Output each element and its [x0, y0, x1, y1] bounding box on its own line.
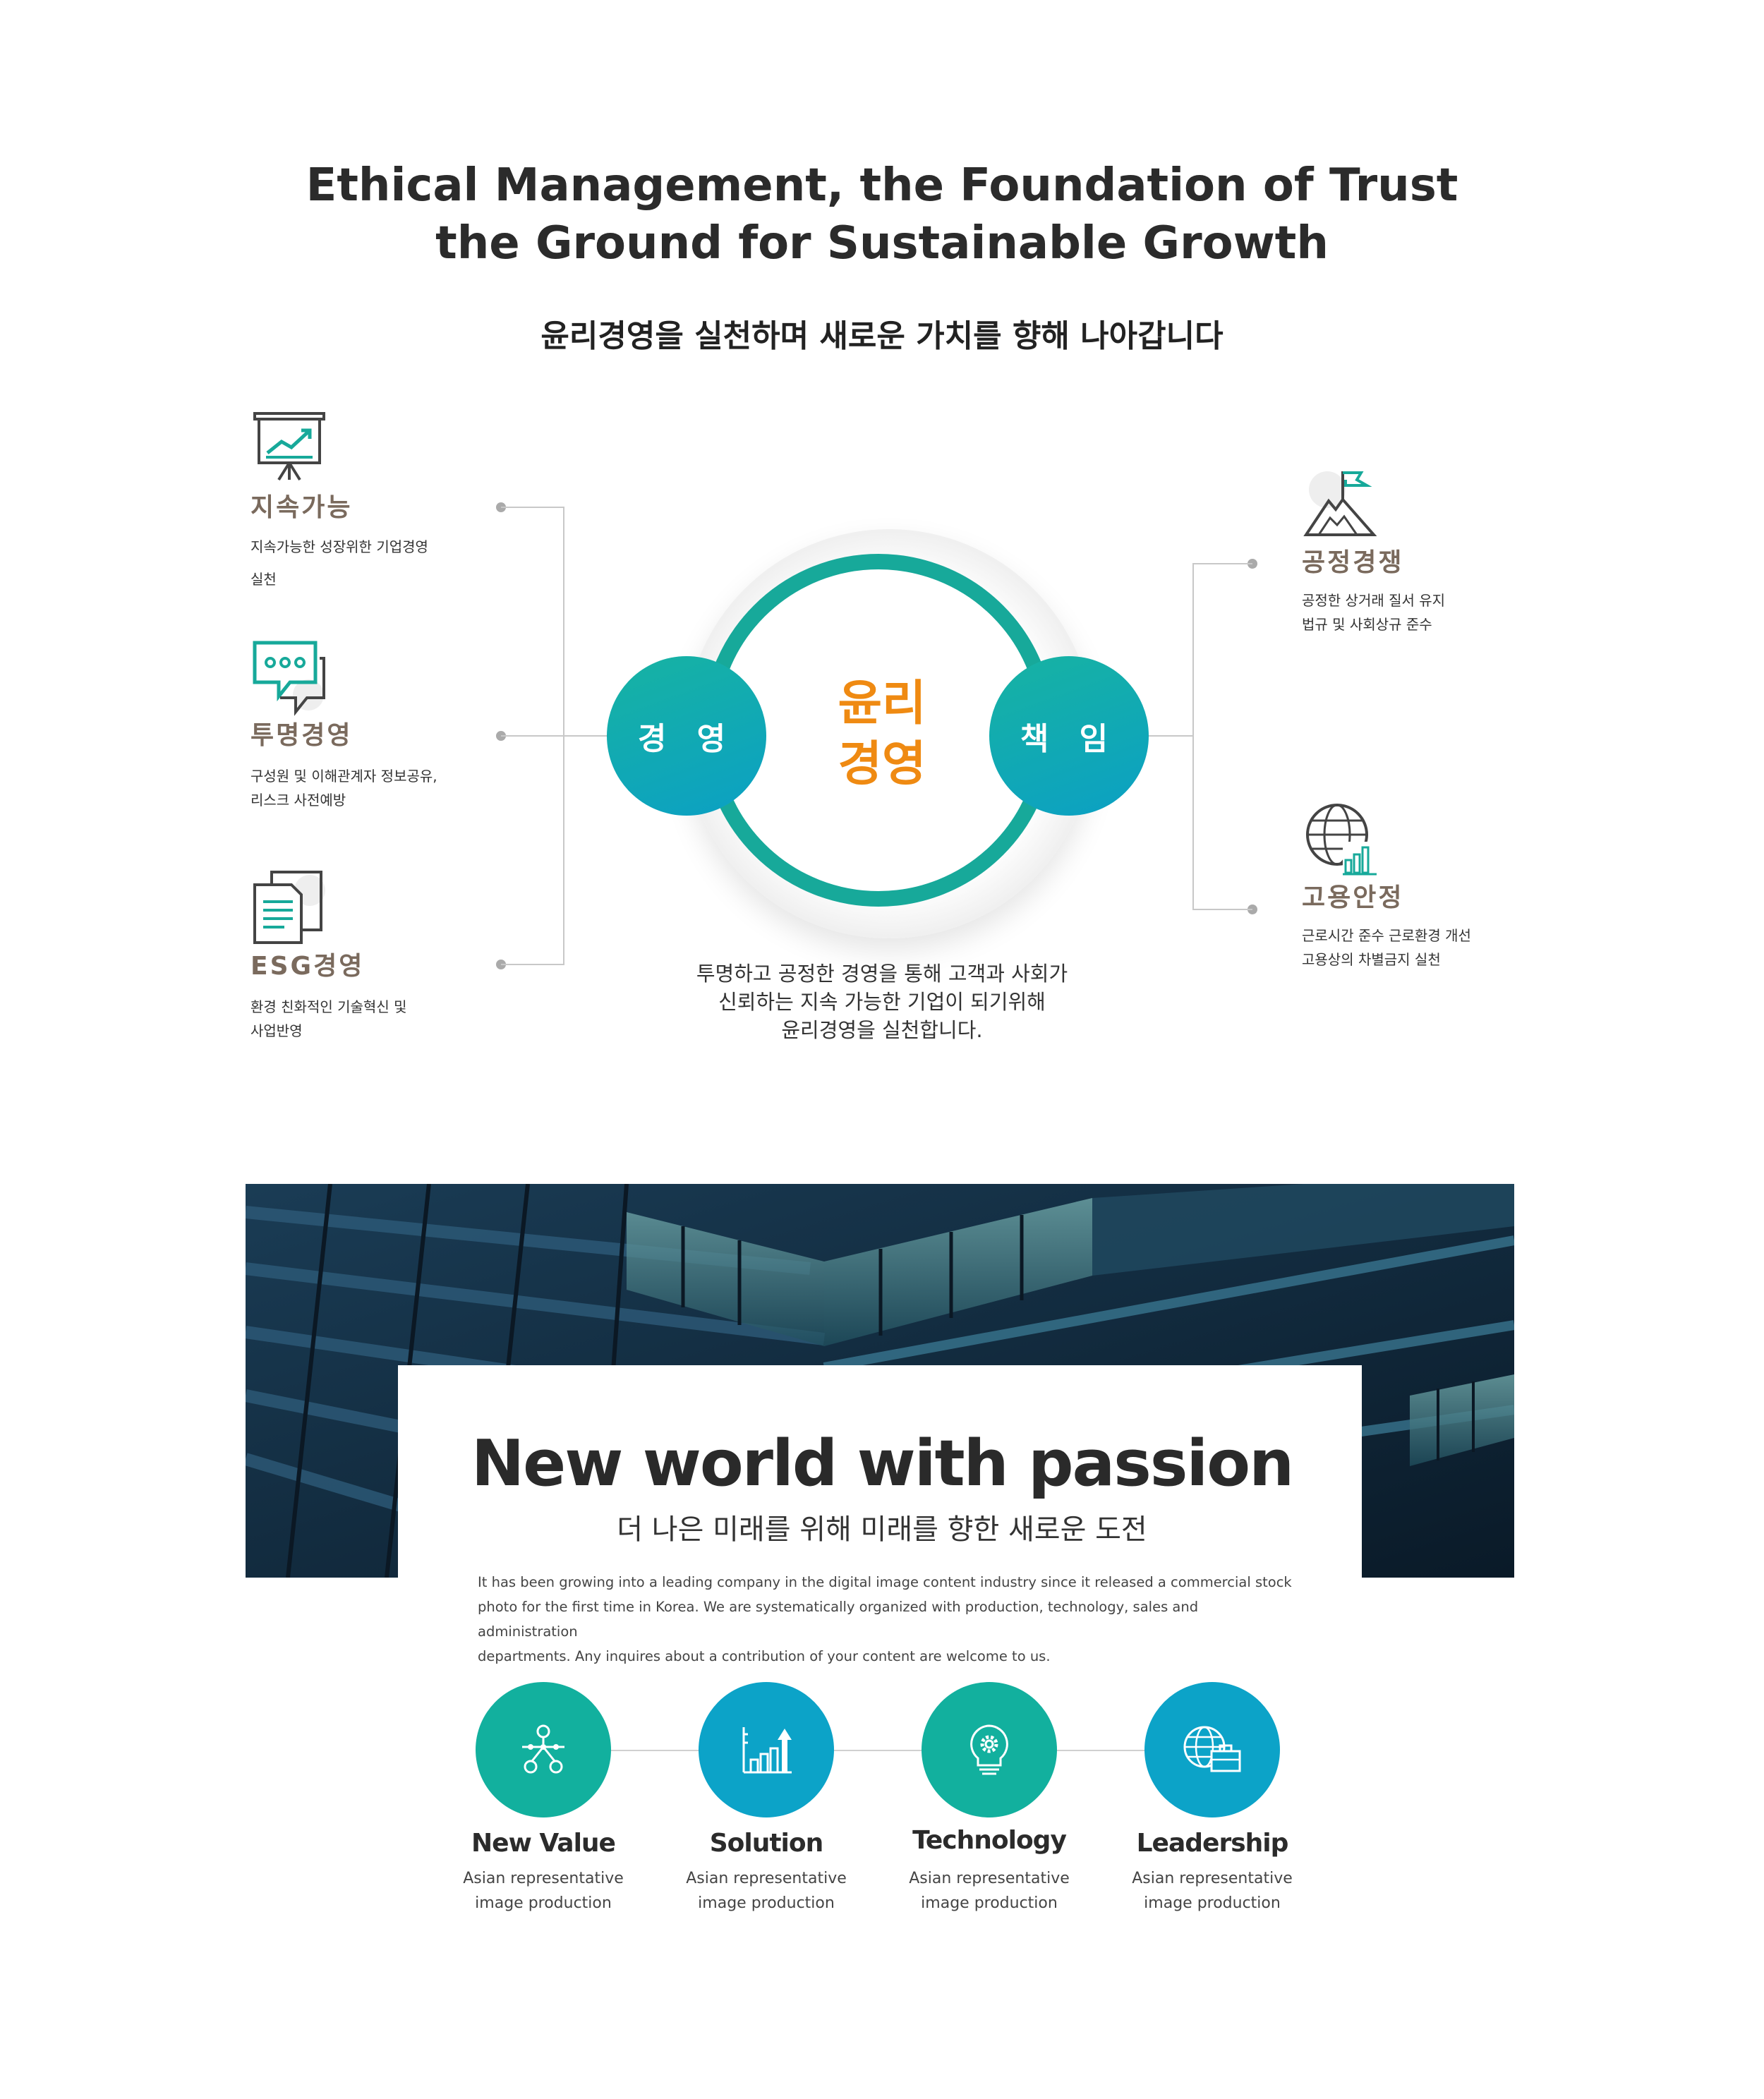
documents-icon — [253, 871, 325, 944]
value-desc: Asian representative image production — [430, 1866, 656, 1916]
value-desc-line: image production — [1144, 1894, 1281, 1912]
bar-chart-arrow-icon — [742, 1727, 792, 1774]
feature-fair-competition: 공정경쟁 공정한 상거래 질서 유지 법규 및 사회상규 준수 — [1302, 466, 1445, 636]
value-circle-leadership — [1144, 1682, 1280, 1817]
globe-briefcase-icon — [1183, 1726, 1241, 1772]
value-title: Leadership — [1136, 1829, 1289, 1858]
feature-sustainable: 지속가능 지속가능한 성장위한 기업경영 실천 — [250, 409, 428, 595]
passion-card — [398, 1365, 1362, 1704]
value-desc-line: Asian representative — [909, 1870, 1070, 1887]
feature-desc-line: 환경 친화적인 기술혁신 및 — [250, 998, 407, 1015]
connector-line — [1143, 735, 1192, 737]
value-desc: Asian representative image production — [1099, 1866, 1325, 1916]
globe-chart-icon — [1306, 804, 1377, 876]
description-line: It has been growing into a leading compa… — [478, 1574, 1292, 1590]
diagram-description: 투명하고 공정한 경영을 통해 고객과 사회가 신뢰하는 지속 가능한 기업이 … — [600, 960, 1164, 1044]
description-line: 윤리경영을 실천합니다. — [781, 1018, 983, 1042]
feature-title: ESG경영 — [250, 952, 365, 981]
center-label-line: 윤리 — [838, 676, 926, 732]
connector-line — [501, 735, 607, 737]
responsibility-circle: 책 임 — [989, 656, 1149, 816]
description-line: 신뢰하는 지속 가능한 기업이 되기위해 — [718, 990, 1046, 1014]
feature-desc-line: 고용상의 차별금지 실천 — [1302, 951, 1441, 968]
feature-desc-line: 법규 및 사회상규 준수 — [1302, 616, 1432, 633]
page-title: Ethical Management, the Foundation of Tr… — [0, 157, 1764, 272]
passion-subtitle: 더 나은 미래를 위해 미래를 향한 새로운 도전 — [617, 1513, 1147, 1546]
feature-desc: 구성원 및 이해관계자 정보공유, 리스크 사전예방 — [250, 764, 437, 812]
feature-title: 고용안정 — [1302, 883, 1404, 912]
connector-dot — [1248, 905, 1257, 914]
feature-desc-line: 리스크 사전예방 — [250, 792, 346, 809]
connector-line — [1192, 563, 1194, 910]
title-line-2: the Ground for Sustainable Growth — [435, 217, 1329, 270]
mountain-flag-icon — [1303, 471, 1377, 536]
value-title: Solution — [709, 1829, 824, 1858]
feature-desc-line: 근로시간 준수 근로환경 개선 — [1302, 927, 1471, 944]
passion-title: New world with passion — [471, 1427, 1294, 1501]
feature-desc: 공정한 상거래 질서 유지 법규 및 사회상규 준수 — [1302, 588, 1445, 636]
feature-employment: 고용안정 근로시간 준수 근로환경 개선 고용상의 차별금지 실천 — [1302, 801, 1471, 972]
feature-transparent: 투명경영 구성원 및 이해관계자 정보공유, 리스크 사전예방 — [250, 639, 437, 812]
feature-desc-line: 공정한 상거래 질서 유지 — [1302, 592, 1446, 609]
value-circle-solution — [699, 1682, 834, 1817]
feature-desc: 근로시간 준수 근로환경 개선 고용상의 차별금지 실천 — [1302, 924, 1471, 972]
value-desc-line: image production — [475, 1894, 612, 1912]
connector-dot — [1248, 559, 1257, 569]
description-line: departments. Any inquires about a contri… — [478, 1648, 1051, 1664]
management-circle: 경 영 — [607, 656, 766, 816]
chat-bubble-icon — [253, 641, 325, 716]
feature-desc: 지속가능한 성장위한 기업경영 실천 — [250, 531, 428, 595]
presentation-chart-icon — [253, 412, 325, 481]
description-line: 투명하고 공정한 경영을 통해 고객과 사회가 — [696, 962, 1068, 986]
value-circle-technology — [922, 1682, 1057, 1817]
value-desc-line: Asian representative — [686, 1870, 847, 1887]
connector-line — [501, 964, 564, 965]
feature-desc-line: 구성원 및 이해관계자 정보공유, — [250, 768, 437, 785]
lightbulb-gear-icon — [970, 1724, 1008, 1775]
passion-description: It has been growing into a leading compa… — [478, 1570, 1296, 1669]
feature-esg: ESG경영 환경 친화적인 기술혁신 및 사업반영 — [250, 869, 406, 1043]
value-desc-line: image production — [921, 1894, 1058, 1912]
values-connector-line — [543, 1750, 1277, 1751]
title-line-1: Ethical Management, the Foundation of Tr… — [306, 159, 1458, 212]
value-title: Technology — [912, 1826, 1067, 1855]
description-line: photo for the first time in Korea. We ar… — [478, 1599, 1199, 1640]
feature-desc: 환경 친화적인 기술혁신 및 사업반영 — [250, 995, 406, 1043]
value-desc: Asian representative image production — [876, 1866, 1102, 1916]
feature-desc-line: 사업반영 — [250, 1022, 303, 1039]
value-desc: Asian representative image production — [653, 1866, 879, 1916]
feature-title: 지속가능 — [250, 493, 353, 522]
center-label-line: 경영 — [838, 737, 926, 792]
connector-line — [563, 507, 564, 965]
value-desc-line: Asian representative — [1132, 1870, 1293, 1887]
network-nodes-icon — [522, 1724, 564, 1774]
feature-desc-line: 지속가능한 성장위한 기업경영 — [250, 538, 428, 555]
feature-desc-line: 실천 — [250, 571, 277, 588]
value-title: New Value — [471, 1829, 616, 1858]
connector-line — [501, 507, 564, 508]
feature-title: 공정경쟁 — [1302, 548, 1404, 577]
page-subtitle: 윤리경영을 실천하며 새로운 가치를 향해 나아갑니다 — [540, 318, 1224, 354]
value-desc-line: image production — [698, 1894, 835, 1912]
connector-line — [1192, 909, 1252, 910]
diagram-center-label: 윤리 경영 — [776, 674, 988, 795]
feature-title: 투명경영 — [250, 721, 353, 750]
value-circle-new-value — [476, 1682, 611, 1817]
value-desc-line: Asian representative — [463, 1870, 624, 1887]
connector-line — [1192, 563, 1252, 564]
